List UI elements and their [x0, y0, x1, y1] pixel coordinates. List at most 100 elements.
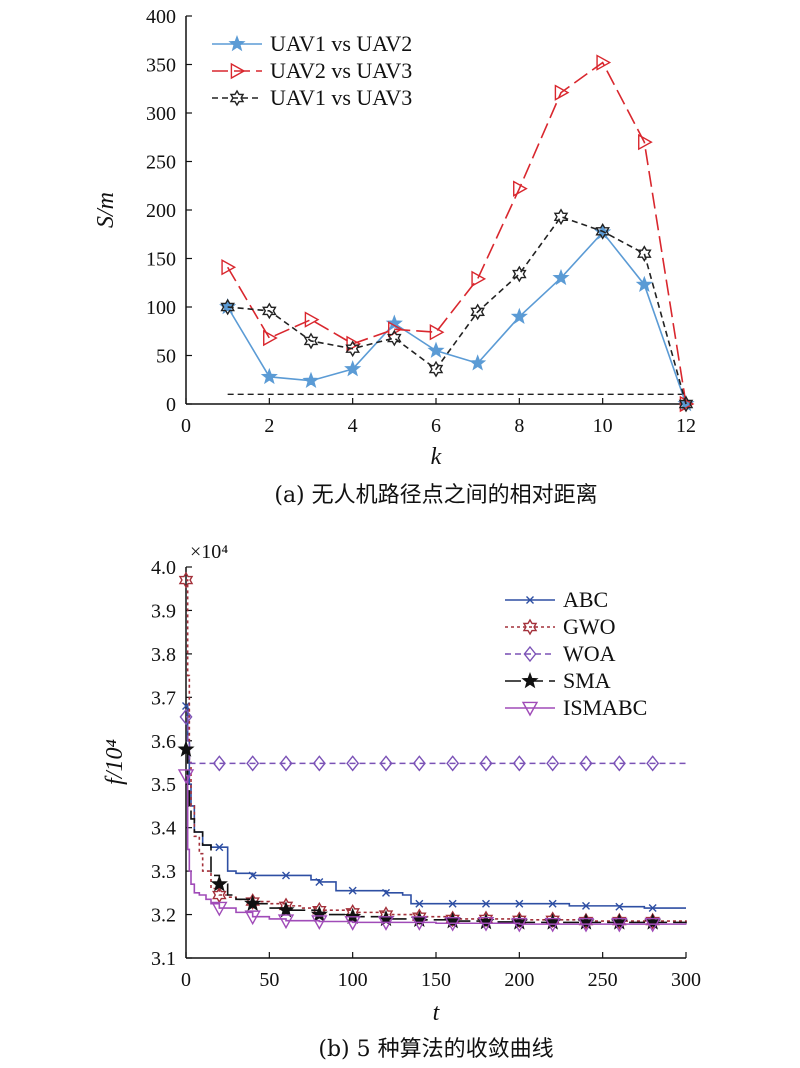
data-point — [577, 917, 595, 933]
data-point — [446, 755, 460, 772]
data-point — [177, 769, 195, 784]
data-point — [315, 877, 324, 886]
data-point — [221, 259, 237, 276]
data-point — [612, 755, 626, 772]
series-line — [226, 61, 687, 405]
data-point — [578, 912, 594, 930]
legend-entry: ABC — [505, 587, 608, 612]
y-tick-label: 4.0 — [151, 557, 176, 579]
data-point — [444, 916, 461, 932]
data-point — [379, 755, 393, 772]
data-point — [246, 755, 260, 772]
data-point — [310, 905, 328, 922]
data-point — [544, 917, 561, 933]
legend-label: UAV1 vs UAV2 — [270, 31, 412, 56]
chart-convergence: 0 50 100 150 200 250 300 3.1 3.2 3.3 3.4 3.5 3.6 3.7 3… — [102, 541, 701, 1062]
data-point — [471, 270, 487, 288]
data-point — [279, 755, 293, 772]
legend-entry: GWO — [505, 614, 616, 639]
x-tick-label: 200 — [504, 969, 534, 991]
data-point — [477, 912, 495, 930]
y-axis-label: S/m — [93, 192, 119, 228]
y-tick-label: 3.3 — [151, 861, 176, 883]
legend-entry: WOA — [505, 641, 616, 666]
legend-entry: ISMABC — [505, 695, 647, 720]
data-point — [512, 911, 527, 929]
data-point — [644, 913, 662, 930]
x-tick-label: 50 — [259, 969, 279, 991]
legend-marker — [229, 89, 245, 107]
y-tick-label: 3.5 — [151, 774, 176, 796]
y-axis-label: f/10⁴ — [102, 739, 128, 785]
data-point — [646, 755, 660, 772]
data-point — [244, 894, 262, 911]
data-point — [260, 367, 278, 385]
legend-marker — [523, 645, 537, 663]
y-tick-label: 3.9 — [151, 600, 176, 622]
x-tick-label: 2 — [264, 415, 274, 437]
data-point — [512, 755, 526, 772]
y-tick-label: 3.8 — [151, 644, 176, 666]
series-line — [227, 215, 687, 405]
series-uav1-vs-uav2 — [219, 223, 695, 412]
data-point — [648, 904, 657, 913]
y-tick-label: 3.1 — [151, 948, 176, 970]
legend-label: ABC — [563, 587, 608, 612]
data-point — [346, 335, 362, 353]
data-point — [346, 755, 360, 772]
data-point — [615, 902, 624, 911]
data-point — [412, 908, 427, 926]
legend-marker — [526, 596, 534, 604]
data-point — [548, 899, 557, 908]
y-tick-label: 3.4 — [151, 818, 176, 840]
data-point — [579, 755, 593, 772]
x-tick-label: 12 — [676, 415, 696, 437]
data-point — [553, 208, 569, 226]
y-tick-label: 3.7 — [151, 687, 176, 709]
data-point — [412, 755, 426, 772]
data-point — [678, 395, 694, 413]
data-point — [303, 332, 319, 350]
data-point — [477, 916, 495, 932]
data-point — [595, 222, 610, 240]
data-point — [282, 871, 290, 880]
data-point — [262, 302, 277, 320]
data-point — [577, 913, 595, 930]
data-point — [263, 329, 278, 347]
data-point — [428, 360, 444, 378]
legend-label: UAV1 vs UAV3 — [270, 85, 412, 110]
data-point — [510, 913, 528, 930]
chart-relative-distance: 0 2 4 6 8 10 12 0 50 100 150 200 250 300 350 400 UAV1 v… — [93, 6, 696, 508]
data-point — [179, 708, 193, 726]
legend-entry: UAV1 vs UAV2 — [212, 31, 412, 56]
series-line — [226, 231, 687, 405]
data-point — [512, 265, 527, 283]
data-point — [479, 755, 493, 772]
legend-entry: SMA — [505, 668, 611, 693]
y-tick-label: 100 — [146, 297, 176, 319]
x-tick-label: 100 — [338, 969, 368, 991]
data-point — [513, 180, 528, 197]
series-line — [186, 705, 686, 909]
data-point — [545, 911, 560, 929]
x-tick-label: 250 — [588, 969, 618, 991]
data-point — [312, 755, 326, 772]
data-point — [469, 354, 487, 371]
data-point — [515, 899, 524, 908]
y-tick-label: 250 — [146, 152, 176, 174]
data-point — [182, 702, 190, 711]
data-point — [304, 311, 320, 328]
y-tick-label: 3.2 — [151, 905, 176, 927]
legend-label: GWO — [563, 614, 616, 639]
legend-label: UAV2 vs UAV3 — [270, 58, 412, 83]
data-point — [244, 910, 261, 926]
series-uav2-vs-uav3 — [221, 54, 695, 413]
data-point — [387, 329, 402, 347]
data-point — [212, 755, 226, 772]
legend-marker — [521, 672, 539, 689]
data-point — [544, 913, 562, 930]
data-point — [679, 395, 695, 413]
legend-marker — [521, 701, 539, 717]
legend-label: ISMABC — [563, 695, 647, 720]
x-tick-label: 4 — [348, 415, 358, 437]
